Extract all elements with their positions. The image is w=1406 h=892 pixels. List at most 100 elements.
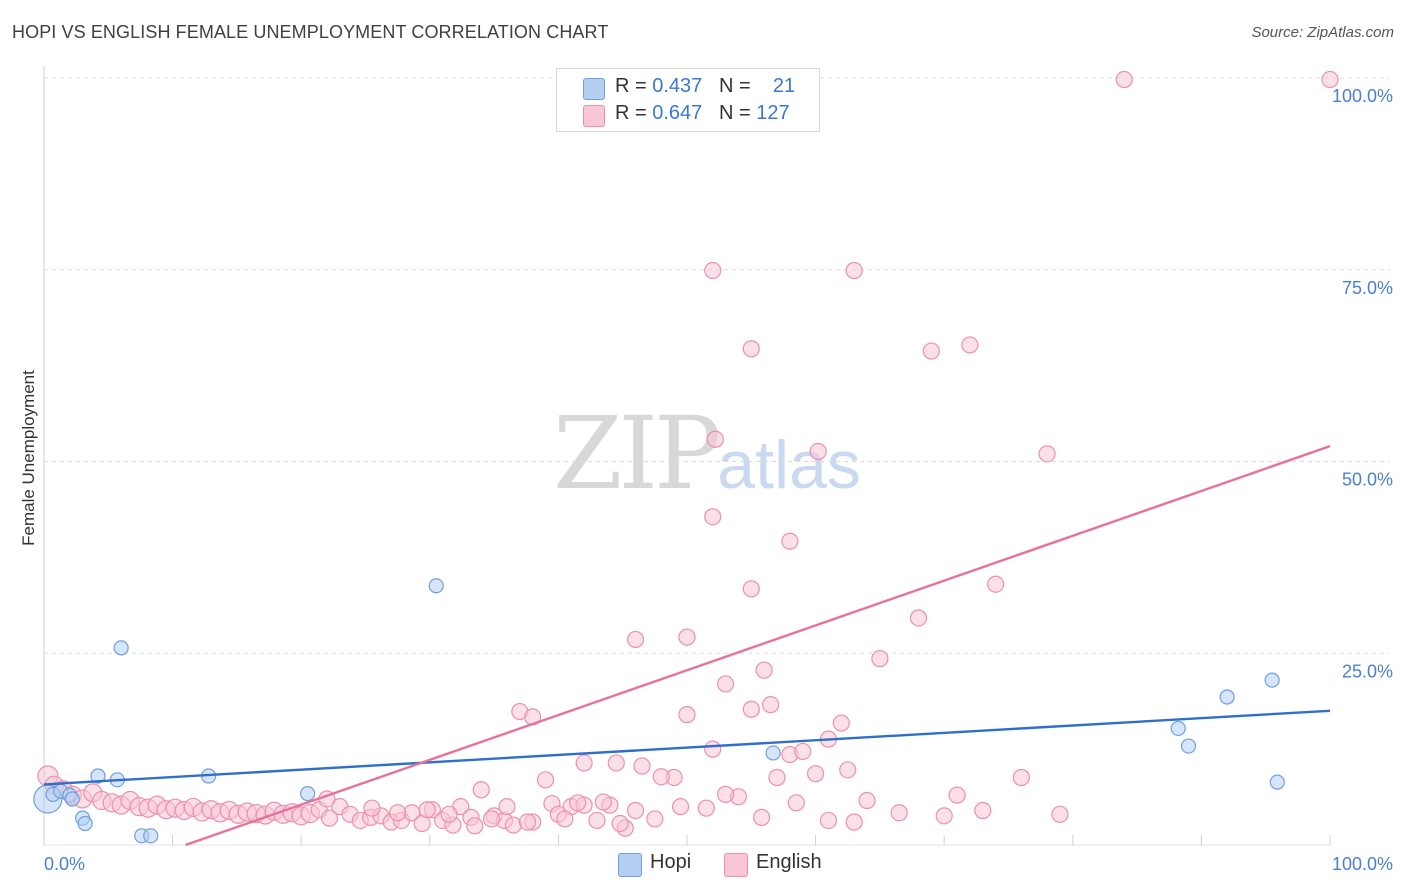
hopi-point: [1269, 774, 1285, 790]
english-point: [781, 532, 799, 550]
english-point: [832, 714, 850, 732]
english-point: [588, 811, 606, 830]
english-point: [575, 754, 593, 772]
legend-english-text: R = 0.647 N = 127: [615, 102, 790, 125]
english-point: [742, 580, 760, 598]
bottom-english-swatch: [724, 853, 748, 877]
legend-english-n-value: 127: [756, 102, 790, 124]
english-points: [37, 70, 1339, 837]
legend-hopi-n-value: 21: [772, 75, 796, 97]
english-point: [845, 813, 863, 831]
english-point: [787, 794, 805, 812]
english-point: [742, 340, 760, 358]
legend-hopi-r-label: R =: [615, 75, 653, 97]
english-point: [556, 810, 574, 828]
hopi-swatch: [583, 78, 605, 100]
english-point: [839, 761, 857, 779]
english-swatch: [583, 105, 605, 127]
bottom-legend-hopi: Hopi: [618, 850, 708, 878]
english-point: [678, 706, 696, 724]
english-trend-line: [185, 445, 1331, 847]
y-tick-label: 50.0%: [1342, 470, 1393, 490]
english-point: [858, 791, 876, 810]
english-point: [987, 575, 1005, 593]
english-point: [440, 805, 458, 823]
english-point: [320, 809, 339, 827]
english-point: [482, 810, 501, 828]
hopi-point: [1264, 672, 1280, 688]
english-point: [948, 786, 966, 804]
y-axis-label: Female Unemployment: [19, 370, 38, 546]
hopi-point: [765, 745, 781, 761]
english-point: [389, 804, 407, 822]
hopi-point: [1170, 720, 1186, 737]
english-point: [633, 757, 651, 775]
english-point: [706, 430, 724, 448]
hopi-point: [300, 786, 316, 802]
english-point: [716, 675, 735, 693]
hopi-trend-line: [43, 709, 1331, 786]
legend-english-r-label: R =: [615, 102, 653, 124]
english-point: [742, 700, 760, 718]
english-point: [1038, 445, 1056, 463]
watermark-atlas: atlas: [717, 427, 861, 503]
english-point: [1115, 70, 1133, 89]
english-point: [806, 765, 825, 783]
english-point: [704, 508, 722, 526]
english-point: [697, 799, 715, 817]
hopi-point: [90, 768, 106, 784]
english-point: [752, 808, 771, 826]
watermark: ZIPatlas: [553, 395, 861, 512]
english-point: [626, 801, 645, 820]
legend-hopi-r-value: 0.437: [652, 75, 703, 97]
hopi-point: [64, 791, 80, 807]
hopi-point: [113, 640, 129, 656]
english-point: [890, 804, 908, 822]
trend-lines: [43, 445, 1331, 847]
legend-hopi-n-label: N =: [718, 75, 757, 97]
english-point: [418, 801, 436, 819]
bottom-hopi-swatch: [618, 853, 642, 877]
english-point: [935, 807, 953, 825]
bottom-english-label: English: [756, 851, 822, 873]
legend-english-r-value: 0.647: [652, 102, 703, 124]
hopi-point: [1180, 738, 1197, 754]
hopi-point: [143, 828, 159, 844]
english-point: [768, 768, 786, 787]
english-point: [922, 342, 940, 360]
chart-title: HOPI VS ENGLISH FEMALE UNEMPLOYMENT CORR…: [12, 22, 609, 42]
english-point: [646, 810, 664, 828]
y-axis-ticks: 25.0% 50.0% 75.0% 100.0%: [1332, 86, 1393, 681]
english-point: [974, 801, 992, 820]
english-point: [504, 816, 522, 834]
grid-lines: [44, 77, 1390, 654]
english-point: [909, 609, 928, 627]
bottom-hopi-label: Hopi: [650, 851, 692, 873]
english-point: [678, 628, 696, 646]
english-point: [704, 261, 722, 280]
english-point: [536, 771, 555, 789]
english-point: [498, 798, 516, 816]
correlation-legend: R = 0.437 N = 21 R = 0.647 N = 127: [556, 68, 820, 132]
y-tick-label: 75.0%: [1342, 278, 1393, 298]
hopi-points: [33, 578, 1285, 844]
english-point: [569, 794, 587, 812]
english-point: [1012, 768, 1030, 787]
english-point: [671, 798, 690, 816]
bottom-legend-english: English: [724, 850, 834, 878]
legend-hopi-text: R = 0.437 N = 21: [615, 75, 795, 98]
x-tick-label: 0.0%: [44, 854, 85, 874]
x-tick-label: 100.0%: [1332, 854, 1393, 874]
english-point: [794, 742, 812, 761]
watermark-zip: ZIP: [553, 395, 721, 512]
english-point: [466, 817, 484, 835]
english-point: [594, 793, 613, 811]
legend-english-n-label: N =: [718, 102, 757, 124]
source-label: Source: ZipAtlas.com: [1251, 24, 1394, 41]
y-tick-label: 100.0%: [1332, 86, 1393, 106]
hopi-point: [77, 815, 93, 832]
english-point: [871, 650, 889, 668]
english-point: [472, 781, 490, 799]
english-point: [961, 336, 979, 354]
english-point: [626, 630, 645, 649]
